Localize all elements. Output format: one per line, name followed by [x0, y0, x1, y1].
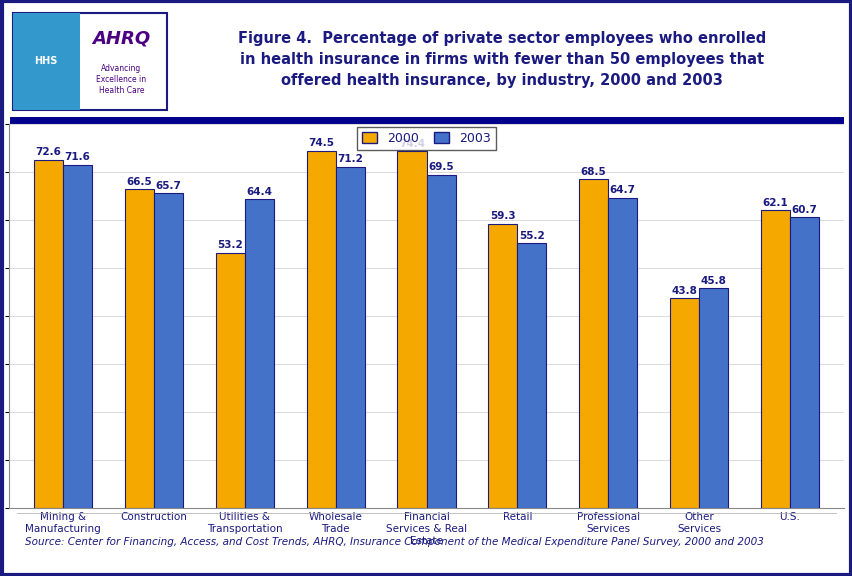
- Text: 53.2: 53.2: [217, 241, 243, 251]
- Text: 64.4: 64.4: [246, 187, 272, 197]
- Bar: [487, 223, 517, 508]
- FancyBboxPatch shape: [13, 13, 167, 110]
- Text: 71.6: 71.6: [65, 152, 90, 162]
- Text: 55.2: 55.2: [518, 231, 544, 241]
- Bar: [426, 175, 455, 508]
- Text: AHRQ: AHRQ: [92, 30, 150, 48]
- Text: 66.5: 66.5: [126, 177, 152, 187]
- Bar: [699, 289, 728, 508]
- Bar: [306, 151, 335, 508]
- Bar: [579, 180, 607, 508]
- Text: 74.5: 74.5: [308, 138, 334, 148]
- Text: HHS: HHS: [34, 56, 58, 66]
- Bar: [760, 210, 789, 508]
- Text: 69.5: 69.5: [428, 162, 453, 172]
- Legend: 2000, 2003: 2000, 2003: [357, 127, 495, 150]
- Text: 59.3: 59.3: [489, 211, 515, 221]
- Text: Source: Center for Financing, Access, and Cost Trends, AHRQ, Insurance Component: Source: Center for Financing, Access, an…: [26, 537, 763, 547]
- Text: 64.7: 64.7: [609, 185, 635, 195]
- Text: 43.8: 43.8: [671, 286, 697, 295]
- Text: 62.1: 62.1: [762, 198, 787, 208]
- Bar: [63, 165, 92, 508]
- Text: 74.4: 74.4: [399, 139, 424, 149]
- Bar: [517, 243, 546, 508]
- Bar: [216, 253, 245, 508]
- Text: 68.5: 68.5: [580, 167, 606, 177]
- Bar: [335, 166, 365, 508]
- Text: 60.7: 60.7: [791, 204, 816, 214]
- Bar: [397, 151, 426, 508]
- Text: 65.7: 65.7: [155, 180, 181, 191]
- Bar: [789, 217, 818, 508]
- Bar: [153, 193, 183, 508]
- FancyBboxPatch shape: [13, 13, 79, 110]
- Bar: [124, 189, 153, 508]
- Bar: [607, 198, 636, 508]
- Text: Advancing
Excellence in
Health Care: Advancing Excellence in Health Care: [96, 64, 147, 95]
- Bar: [669, 298, 699, 508]
- Text: 71.2: 71.2: [337, 154, 363, 164]
- Text: 45.8: 45.8: [699, 276, 726, 286]
- Bar: [34, 160, 63, 508]
- Bar: [245, 199, 273, 508]
- Text: Figure 4.  Percentage of private sector employees who enrolled
in health insuran: Figure 4. Percentage of private sector e…: [238, 31, 765, 88]
- Text: 72.6: 72.6: [36, 147, 61, 157]
